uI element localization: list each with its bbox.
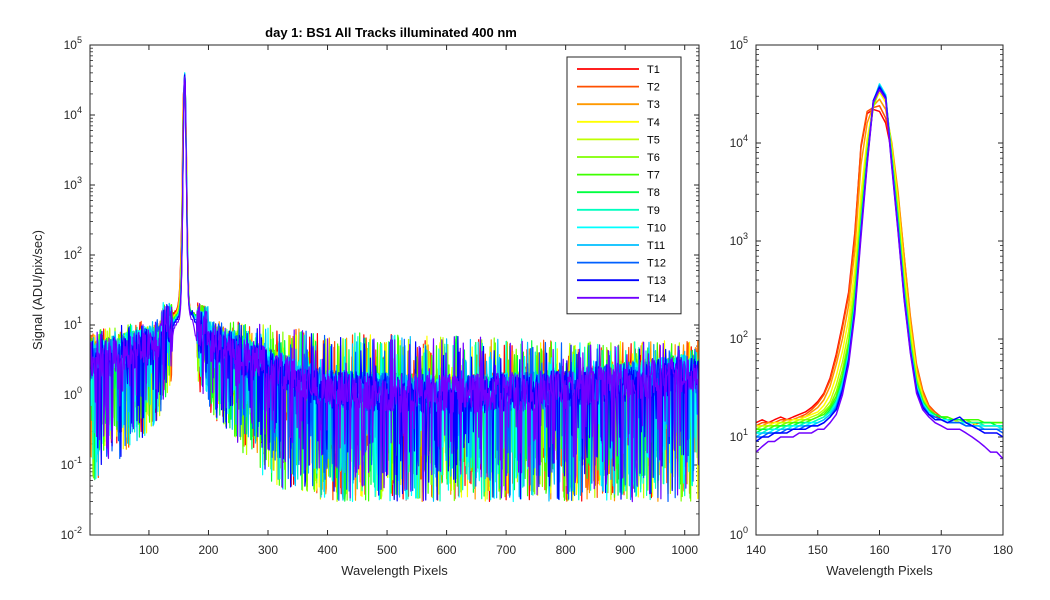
legend-box	[566, 56, 682, 315]
right-axes-frame	[755, 44, 1004, 536]
right-x-tick-label: 160	[869, 543, 889, 557]
legend-label-t9: T9	[647, 205, 660, 217]
left-x-tick-label: 800	[556, 543, 576, 557]
right-y-tick-label: 100	[730, 525, 748, 542]
right-x-tick-label: 180	[993, 543, 1013, 557]
chart-title: day 1: BS1 All Tracks illuminated 400 nm	[265, 25, 517, 40]
left-series-line-t13	[90, 74, 699, 502]
right-plot: 140 150 160 170 180 100 101 102 103 104 105 Wavelen…	[730, 35, 1014, 578]
legend-label-t1: T1	[647, 64, 660, 76]
left-y-tick-label: 100	[64, 385, 82, 402]
right-x-tick-label: 170	[931, 543, 951, 557]
legend-label-t12: T12	[647, 258, 666, 270]
right-y-tick-label: 101	[730, 427, 748, 444]
left-y-tick-label: 101	[64, 315, 82, 332]
right-series-line-t14	[756, 88, 1003, 460]
right-series-line-t10	[756, 83, 1003, 434]
legend-label-t11: T11	[647, 240, 665, 252]
left-x-tick-label: 500	[377, 543, 397, 557]
left-y-tick-label: 105	[64, 35, 82, 52]
legend-label-t13: T13	[647, 275, 666, 287]
left-plot: 100 200 300 400 500 600 700 800 900 1000 10-2 10-1 1…	[30, 35, 700, 578]
legend-label-t10: T10	[647, 222, 666, 234]
left-x-tick-label: 100	[139, 543, 159, 557]
right-y-tick-label: 104	[730, 133, 748, 150]
legend-label-t8: T8	[647, 187, 660, 199]
left-y-axis-label: Signal (ADU/pix/sec)	[30, 230, 45, 350]
right-y-tick-label: 102	[730, 329, 748, 346]
right-x-axis-label: Wavelength Pixels	[826, 563, 933, 578]
right-plot-area	[756, 45, 1003, 535]
right-y-tick-label: 105	[730, 35, 748, 52]
left-x-tick-label: 200	[198, 543, 218, 557]
left-x-tick-label: 300	[258, 543, 278, 557]
right-series-group	[756, 83, 1003, 460]
left-y-tick-label: 103	[64, 175, 82, 192]
left-y-tick-label: 10-2	[61, 525, 82, 542]
left-y-tick-label: 102	[64, 245, 82, 262]
left-x-tick-label: 900	[615, 543, 635, 557]
right-x-tick-label: 150	[808, 543, 828, 557]
left-series-group	[90, 72, 699, 503]
right-y-tick-label: 103	[730, 231, 748, 248]
left-y-tick-label: 104	[64, 105, 82, 122]
legend-label-t14: T14	[647, 293, 666, 305]
legend-label-t5: T5	[647, 134, 660, 146]
left-x-tick-label: 600	[437, 543, 457, 557]
left-x-tick-label: 400	[318, 543, 338, 557]
legend-label-t2: T2	[647, 82, 660, 94]
legend: T1 T2 T3 T4 T5 T6 T7 T8 T9 T10 T11 T12 T13 T14	[566, 56, 682, 315]
legend-label-t3: T3	[647, 99, 660, 111]
legend-label-t7: T7	[647, 170, 660, 182]
right-x-tick-label: 140	[746, 543, 766, 557]
left-x-axis-label: Wavelength Pixels	[341, 563, 448, 578]
legend-label-t6: T6	[647, 152, 660, 164]
left-axes-frame	[89, 44, 700, 536]
legend-label-t4: T4	[647, 117, 660, 129]
left-x-tick-label: 700	[496, 543, 516, 557]
left-x-tick-label: 1000	[671, 543, 698, 557]
left-series-line-t14	[90, 76, 699, 503]
right-series-line-t13	[756, 86, 1003, 443]
left-y-tick-label: 10-1	[61, 455, 82, 472]
